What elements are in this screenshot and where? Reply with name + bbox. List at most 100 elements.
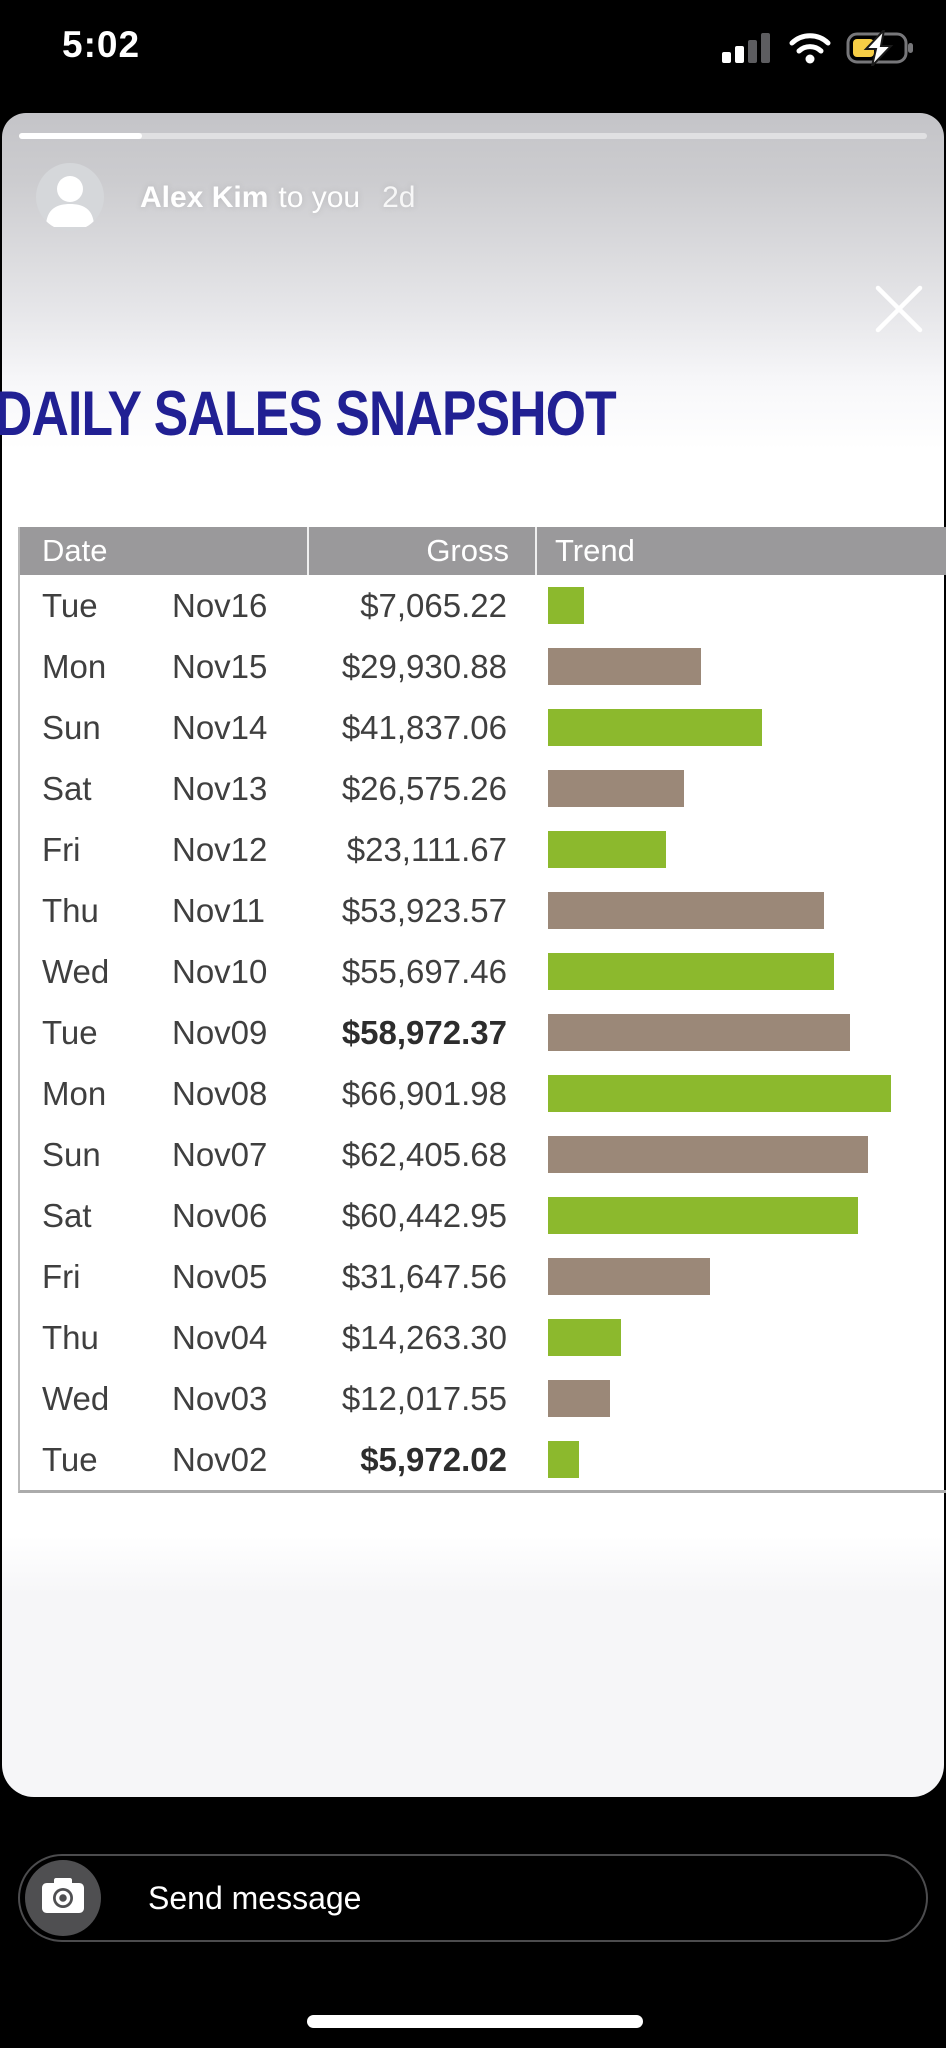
table-row: Wed Nov03 $12,017.55 — [20, 1368, 946, 1429]
table-row: Sun Nov07 $62,405.68 — [20, 1124, 946, 1185]
row-date: Nov16 — [172, 587, 268, 624]
sender-name[interactable]: Alex Kim — [140, 181, 269, 214]
table-row: Sat Nov13 $26,575.26 — [20, 758, 946, 819]
trend-bar — [548, 1258, 710, 1295]
row-gross: $12,017.55 — [341, 1380, 507, 1417]
table-row: Sat Nov06 $60,442.95 — [20, 1185, 946, 1246]
avatar[interactable] — [36, 163, 104, 231]
row-gross: $23,111.67 — [346, 831, 507, 868]
row-date: Nov09 — [172, 1014, 268, 1051]
trend-bar — [548, 1014, 850, 1051]
column-separator — [535, 527, 537, 575]
close-icon — [873, 285, 925, 339]
table-row: Fri Nov05 $31,647.56 — [20, 1246, 946, 1307]
table-row: Mon Nov15 $29,930.88 — [20, 636, 946, 697]
row-gross: $66,901.98 — [341, 1075, 507, 1112]
cellular-signal-icon — [722, 33, 774, 68]
table-row: Sun Nov14 $41,837.06 — [20, 697, 946, 758]
story-progress-fill — [19, 133, 142, 139]
table-row: Tue Nov02 $5,972.02 — [20, 1429, 946, 1490]
row-gross: $29,930.88 — [341, 648, 507, 685]
row-day: Wed — [42, 1380, 110, 1417]
row-day: Fri — [42, 1258, 81, 1295]
table-row: Fri Nov12 $23,111.67 — [20, 819, 946, 880]
table-row: Thu Nov11 $53,923.57 — [20, 880, 946, 941]
row-gross: $5,972.02 — [360, 1441, 507, 1478]
row-date: Nov04 — [172, 1319, 268, 1356]
row-gross: $14,263.30 — [341, 1319, 507, 1356]
row-day: Thu — [42, 892, 99, 929]
message-composer[interactable]: Send message — [18, 1854, 928, 1942]
home-indicator[interactable] — [307, 2015, 643, 2028]
row-gross: $62,405.68 — [341, 1136, 507, 1173]
table-row: Mon Nov08 $66,901.98 — [20, 1063, 946, 1124]
row-gross: $58,972.37 — [341, 1014, 507, 1051]
row-day: Sun — [42, 1136, 101, 1173]
row-day: Tue — [42, 1441, 98, 1478]
story-timestamp: 2d — [382, 181, 416, 214]
row-day: Sat — [42, 770, 92, 807]
daily-sales-table: Date Gross Trend Tue Nov16 $7,065.22 Mon… — [18, 527, 946, 1493]
row-date: Nov02 — [172, 1441, 268, 1478]
row-day: Mon — [42, 1075, 107, 1112]
trend-bar — [548, 1441, 579, 1478]
row-date: Nov10 — [172, 953, 268, 990]
close-button[interactable] — [873, 283, 925, 335]
trend-bar — [548, 1380, 610, 1417]
row-date: Nov05 — [172, 1258, 268, 1295]
table-header-row: Date Gross Trend — [20, 527, 946, 575]
row-date: Nov13 — [172, 770, 268, 807]
trend-bar — [548, 770, 684, 807]
row-gross: $60,442.95 — [341, 1197, 507, 1234]
story-progress-bar — [19, 133, 927, 139]
row-gross: $41,837.06 — [341, 709, 507, 746]
table-row: Tue Nov09 $58,972.37 — [20, 1002, 946, 1063]
camera-button[interactable] — [25, 1860, 101, 1936]
row-gross: $26,575.26 — [341, 770, 507, 807]
table-row: Thu Nov04 $14,263.30 — [20, 1307, 946, 1368]
row-date: Nov15 — [172, 648, 268, 685]
trend-bar — [548, 953, 834, 990]
table-body: Tue Nov16 $7,065.22 Mon Nov15 $29,930.88… — [20, 575, 946, 1490]
message-input[interactable]: Send message — [148, 1880, 362, 1916]
status-icons — [722, 26, 920, 71]
row-day: Fri — [42, 831, 81, 868]
row-day: Sun — [42, 709, 101, 746]
story-header: Alex Kim to you 2d — [140, 181, 416, 215]
row-day: Sat — [42, 1197, 92, 1234]
row-date: Nov08 — [172, 1075, 268, 1112]
wifi-icon — [788, 31, 832, 70]
column-header-date: Date — [42, 533, 108, 568]
row-gross: $53,923.57 — [341, 892, 507, 929]
trend-bar — [548, 831, 666, 868]
row-day: Mon — [42, 648, 107, 685]
trend-bar — [548, 1075, 891, 1112]
trend-bar — [548, 648, 701, 685]
column-header-gross: Gross — [426, 533, 509, 568]
table-row: Wed Nov10 $55,697.46 — [20, 941, 946, 1002]
row-date: Nov14 — [172, 709, 268, 746]
row-date: Nov11 — [172, 892, 265, 929]
battery-charging-icon — [846, 26, 920, 71]
trend-bar — [548, 1136, 868, 1173]
row-date: Nov07 — [172, 1136, 268, 1173]
trend-bar — [548, 1197, 858, 1234]
status-time: 5:02 — [62, 24, 141, 65]
row-day: Wed — [42, 953, 110, 990]
row-gross: $55,697.46 — [341, 953, 507, 990]
trend-bar — [548, 587, 584, 624]
to-label: to you — [278, 181, 361, 214]
table-row: Tue Nov16 $7,065.22 — [20, 575, 946, 636]
row-day: Tue — [42, 587, 98, 624]
column-separator — [307, 527, 309, 575]
row-day: Thu — [42, 1319, 99, 1356]
row-day: Tue — [42, 1014, 98, 1051]
camera-icon — [41, 1877, 85, 1920]
trend-bar — [548, 892, 824, 929]
trend-bar — [548, 709, 762, 746]
column-header-trend: Trend — [555, 533, 635, 568]
row-gross: $31,647.56 — [341, 1258, 507, 1295]
row-date: Nov03 — [172, 1380, 268, 1417]
row-gross: $7,065.22 — [360, 587, 507, 624]
